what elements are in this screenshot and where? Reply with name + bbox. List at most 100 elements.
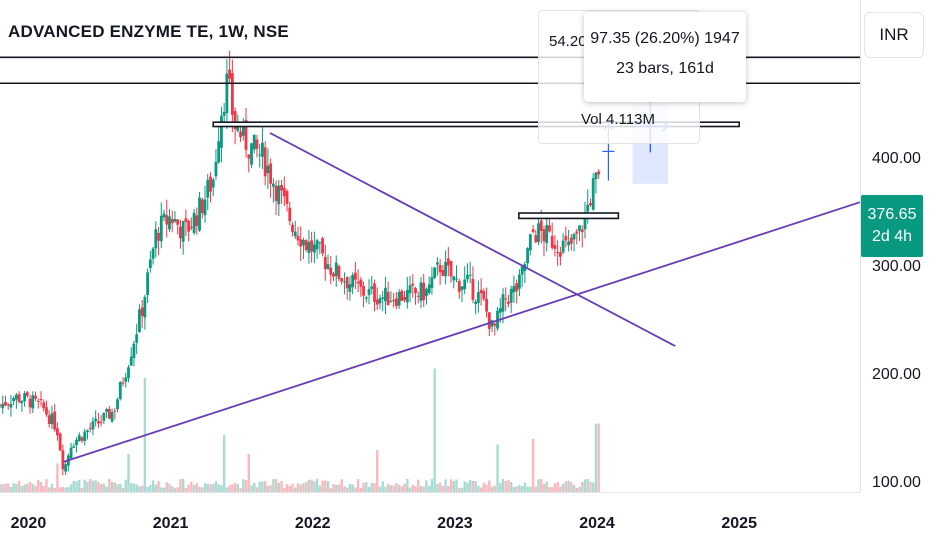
volume-bar: [400, 486, 404, 492]
candle-body: [430, 277, 434, 288]
candle-body: [1, 403, 5, 409]
candle-body: [39, 398, 43, 400]
volume-bar: [37, 480, 40, 492]
volume-bar: [26, 483, 29, 492]
candle-body: [455, 278, 458, 280]
candle-body: [83, 431, 87, 442]
volume-bar: [61, 486, 65, 492]
candle-body: [17, 394, 21, 403]
volume-bar: [589, 481, 592, 492]
candle-body: [548, 225, 551, 232]
volume-bar: [570, 482, 573, 492]
volume-label: Vol 4.113M: [581, 111, 655, 128]
volume-bar: [154, 484, 158, 492]
candle-body: [9, 403, 13, 408]
candle-body: [594, 172, 598, 180]
currency-button[interactable]: INR: [864, 12, 924, 58]
candle-body: [427, 284, 431, 294]
volume-bar: [430, 479, 434, 492]
volume-bar: [425, 480, 428, 492]
candle-body: [61, 450, 65, 470]
volume-bar: [597, 423, 600, 492]
volume-bar: [91, 480, 95, 492]
candle-body: [241, 122, 245, 136]
candle-body: [6, 404, 10, 406]
volume-bar: [455, 479, 458, 492]
volume-bar: [332, 484, 335, 492]
volume-bar: [288, 485, 291, 492]
volume-bar: [272, 479, 275, 492]
candle-body: [118, 381, 122, 400]
candle-body: [493, 323, 497, 326]
volume-bar: [253, 482, 256, 492]
drawings[interactable]: [0, 56, 861, 463]
volume-bar: [329, 488, 332, 492]
volume-bar: [296, 483, 300, 492]
volume-bar: [190, 481, 193, 492]
candle-body: [507, 301, 510, 304]
candle-body: [239, 131, 242, 138]
volume-bar: [58, 487, 62, 492]
candle-body: [411, 283, 415, 286]
volume-bar: [567, 480, 570, 492]
volume-bar: [307, 479, 311, 492]
candle-body: [498, 308, 502, 313]
volume-bar: [345, 487, 349, 492]
candle-body: [285, 190, 289, 204]
candle-body: [179, 226, 182, 239]
candlestick-series: [0, 50, 601, 476]
last-price-value: 376.65: [867, 206, 917, 223]
volume-bar: [45, 479, 48, 492]
volume-bar: [135, 484, 138, 492]
candle-body: [419, 282, 423, 301]
resistance-zone: [518, 212, 620, 220]
volume-bar: [537, 479, 540, 492]
candle-body: [307, 241, 311, 254]
candle-body: [466, 274, 469, 280]
candle-body: [433, 267, 437, 278]
volume-bar: [138, 486, 141, 492]
volume-bars: [0, 368, 600, 492]
volume-bar: [488, 480, 491, 492]
candle-body: [162, 213, 166, 218]
candle-body: [384, 287, 387, 302]
candle-body: [575, 231, 579, 234]
candle-body: [288, 207, 292, 222]
candle-body: [12, 398, 16, 402]
candle-body: [490, 320, 494, 327]
volume-bar: [556, 481, 559, 492]
symbol-title[interactable]: ADVANCED ENZYME TE, 1W, NSE: [8, 22, 289, 41]
volume-bar: [378, 486, 382, 492]
volume-bar: [203, 483, 207, 492]
time-axis[interactable]: 2020 2021 2022 2023 2024 2025: [11, 515, 757, 532]
candle-body: [414, 288, 417, 294]
volume-bar: [406, 478, 409, 492]
volume-bar: [48, 487, 51, 492]
volume-bar: [414, 486, 417, 492]
candle-body: [509, 288, 513, 303]
candle-body: [159, 215, 163, 242]
candle-body: [23, 393, 27, 402]
candle-body: [56, 428, 59, 436]
candle-body: [34, 395, 37, 399]
volume-bar: [130, 483, 133, 492]
candle-body: [441, 269, 445, 276]
volume-bar: [67, 486, 70, 492]
volume-bar: [157, 481, 160, 492]
candle-body: [580, 229, 584, 232]
volume-bar: [523, 482, 527, 492]
volume-bar: [359, 487, 363, 492]
volume-bar: [354, 487, 357, 492]
candle-body: [545, 225, 549, 243]
volume-bar: [206, 483, 209, 492]
volume-bar: [231, 484, 234, 492]
volume-bar: [542, 483, 546, 492]
volume-bar: [340, 479, 343, 492]
candle-body: [553, 245, 557, 249]
candle-body: [211, 179, 215, 188]
candle-body: [31, 395, 35, 409]
volume-bar: [72, 481, 76, 492]
volume-bar: [518, 484, 521, 492]
